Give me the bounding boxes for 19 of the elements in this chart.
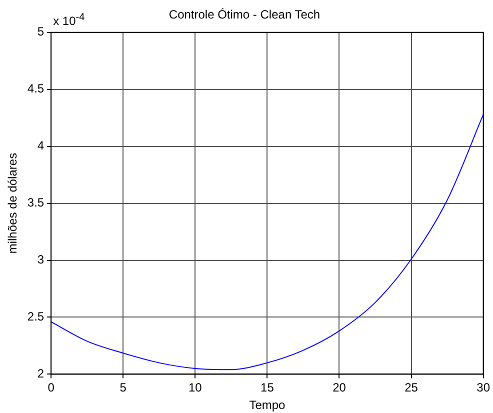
x-tick-label: 25 [404, 380, 418, 395]
y-tick-label: 5 [37, 24, 44, 39]
x-tick-label: 0 [48, 380, 55, 395]
y-tick-label: 4.5 [27, 82, 44, 96]
chart-title: Controle Ótimo - Clean Tech [168, 8, 320, 22]
x-tick-label: 5 [120, 380, 127, 395]
x-tick-label: 10 [188, 380, 202, 395]
line-series [51, 114, 484, 370]
x-axis-title: Tempo [249, 398, 286, 412]
y-tick-label: 4 [37, 138, 44, 153]
y-tick-label: 3 [37, 252, 44, 267]
y-tick-label: 2.5 [27, 310, 44, 324]
y-axis-title: milhões de dólares [6, 152, 20, 254]
text: x 10$^{-4}$ [53, 12, 85, 28]
x-tick-label: 20 [332, 380, 346, 395]
y-tick-label: 3.5 [27, 196, 44, 210]
x-tick-label: 15 [260, 380, 274, 395]
y-tick-label: 2 [37, 366, 44, 381]
x-tick-label: 30 [476, 380, 490, 395]
